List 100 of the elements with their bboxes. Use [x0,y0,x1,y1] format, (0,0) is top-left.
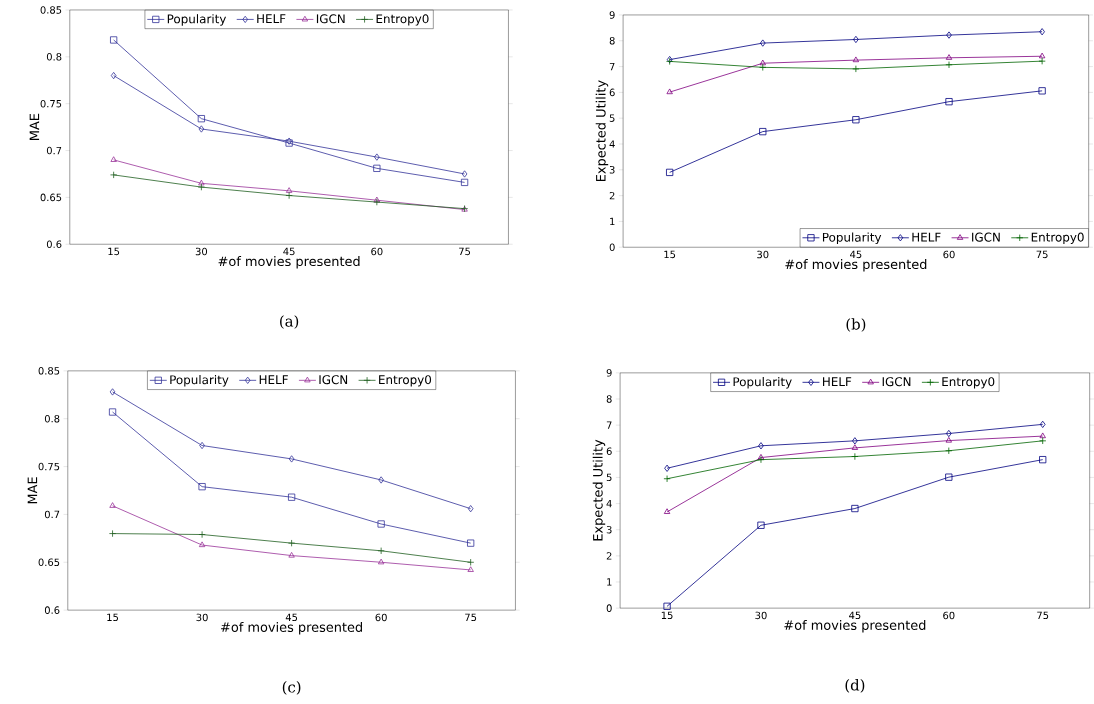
legend-label: HELF [823,377,852,386]
legend-label: HELF [912,232,941,242]
point [1039,432,1046,439]
point [945,437,952,443]
legend-label: IGCN [316,14,345,24]
point [759,128,767,136]
x-tick-label: 15 [664,250,676,259]
point [759,39,766,47]
y-tick-label: 0.85 [40,6,62,14]
x-tick-label: 15 [107,613,119,622]
point [852,56,860,63]
point [460,178,469,187]
point [108,408,117,416]
x-tick-label: 45 [285,613,298,622]
point [288,552,295,558]
x-tick-label: 60 [371,247,383,256]
point [110,171,118,179]
x-tick-label: 30 [755,611,767,620]
point [374,153,380,161]
point [851,505,859,513]
point [373,164,381,173]
x-axis-title: #of movies presented [785,259,927,272]
point [110,156,117,162]
legend-label: Entropy0 [376,14,429,26]
x-tick-label: 30 [195,247,208,256]
point [467,539,475,547]
point [757,454,765,460]
point [285,192,293,200]
legend-label: IGCN [882,377,911,387]
point [945,98,953,106]
y-tick-label: 0.8 [46,53,62,61]
point [288,455,295,463]
point [109,388,116,396]
x-tick-label: 45 [849,611,861,620]
point [467,566,474,573]
legend-label: Popularity [170,375,229,387]
point [946,31,952,39]
point [664,464,670,472]
x-tick-label: 60 [943,250,955,259]
point [198,179,205,186]
y-tick-label: 8 [606,395,612,403]
point [198,483,206,491]
point [1038,57,1046,65]
x-tick-label: 75 [465,613,477,622]
legend-label: HELF [257,14,286,24]
y-tick-label: 0.6 [46,240,62,249]
y-tick-label: 0.65 [40,193,62,202]
y-tick-label: 9 [609,11,615,19]
point [378,476,384,484]
y-tick-label: 1 [610,217,615,226]
point [945,447,953,455]
point [467,558,475,566]
x-tick-label: 30 [757,250,769,259]
y-tick-label: 9 [606,369,612,377]
point [467,505,474,513]
x-tick-label: 15 [108,247,120,256]
point [110,36,118,44]
point [757,456,765,464]
text: (d) [845,679,865,693]
point [1039,456,1047,464]
x-tick-label: 60 [943,611,955,620]
x-tick-label: 75 [1037,611,1049,620]
point [199,442,205,450]
x-tick-label: 75 [459,247,471,256]
x-tick-label: 60 [375,613,387,622]
point [663,508,671,515]
legend-label: IGCN [319,375,348,385]
y-tick-label: 5 [609,114,615,122]
y-tick-label: 4 [606,500,612,508]
point [108,530,117,538]
y-tick-label: 1 [607,578,612,586]
x-tick-label: 75 [1036,250,1048,259]
text: (a) [280,315,299,329]
point [1038,52,1046,59]
x-tick-label: 15 [661,611,673,620]
y-tick-label: 0.8 [44,415,60,423]
y-tick-label: 4 [609,140,615,148]
y-tick-label: 6 [609,88,615,97]
y-tick-label: 3 [609,166,615,174]
legend-label: Entropy0 [379,375,432,387]
point [757,521,765,529]
point [1039,420,1046,429]
point [663,602,671,610]
y-axis-title: Expected Utility [595,80,609,182]
point [851,453,859,461]
point [851,444,859,450]
point [377,547,385,555]
y-tick-label: 2 [609,192,615,200]
y-tick-label: 0.6 [44,606,60,614]
point [666,168,674,177]
x-axis-title: #of movies presented [218,256,360,269]
y-axis-title: Expected Utility [592,439,606,541]
y-tick-label: 8 [609,37,615,45]
point [197,183,205,191]
y-tick-label: 0.65 [38,558,60,567]
y-tick-label: 2 [606,552,612,560]
point [852,437,858,445]
legend-label: Entropy0 [1031,232,1084,245]
y-axis-title: MAE [27,477,38,504]
x-axis-title: #of movies presented [221,622,362,635]
